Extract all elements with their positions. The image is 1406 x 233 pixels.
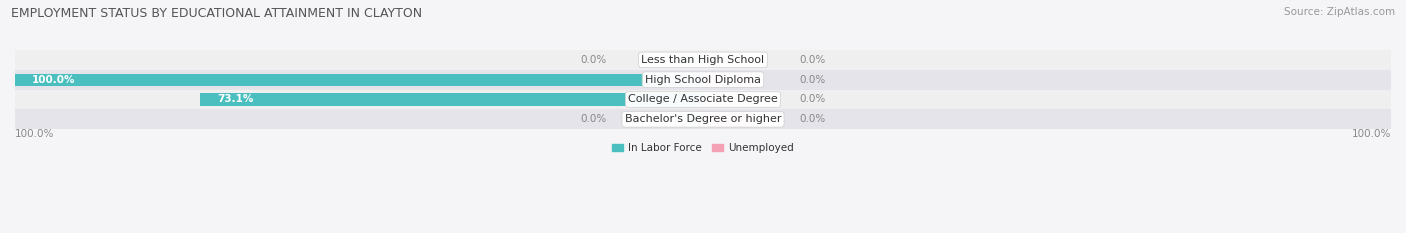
Text: 0.0%: 0.0% [800, 95, 825, 104]
Bar [15, 110, 1391, 129]
Text: 100.0%: 100.0% [1351, 129, 1391, 139]
Bar [15, 50, 1391, 70]
Text: 100.0%: 100.0% [15, 129, 55, 139]
Bar [703, 74, 758, 86]
Text: 0.0%: 0.0% [800, 114, 825, 124]
Text: College / Associate Degree: College / Associate Degree [628, 95, 778, 104]
Bar [682, 113, 703, 125]
Text: 73.1%: 73.1% [218, 95, 253, 104]
Bar [15, 74, 703, 86]
Text: 0.0%: 0.0% [581, 114, 606, 124]
Text: Bachelor's Degree or higher: Bachelor's Degree or higher [624, 114, 782, 124]
Bar [703, 54, 758, 66]
Bar [15, 89, 1391, 110]
Text: 100.0%: 100.0% [32, 75, 76, 85]
Bar [703, 93, 758, 106]
Text: 0.0%: 0.0% [581, 55, 606, 65]
Bar [703, 113, 758, 125]
Legend: In Labor Force, Unemployed: In Labor Force, Unemployed [609, 139, 797, 157]
Bar [682, 54, 703, 66]
Text: EMPLOYMENT STATUS BY EDUCATIONAL ATTAINMENT IN CLAYTON: EMPLOYMENT STATUS BY EDUCATIONAL ATTAINM… [11, 7, 422, 20]
Text: High School Diploma: High School Diploma [645, 75, 761, 85]
Text: Source: ZipAtlas.com: Source: ZipAtlas.com [1284, 7, 1395, 17]
Text: 0.0%: 0.0% [800, 75, 825, 85]
Text: 0.0%: 0.0% [800, 55, 825, 65]
Text: Less than High School: Less than High School [641, 55, 765, 65]
Bar [200, 93, 703, 106]
Bar [15, 70, 1391, 89]
